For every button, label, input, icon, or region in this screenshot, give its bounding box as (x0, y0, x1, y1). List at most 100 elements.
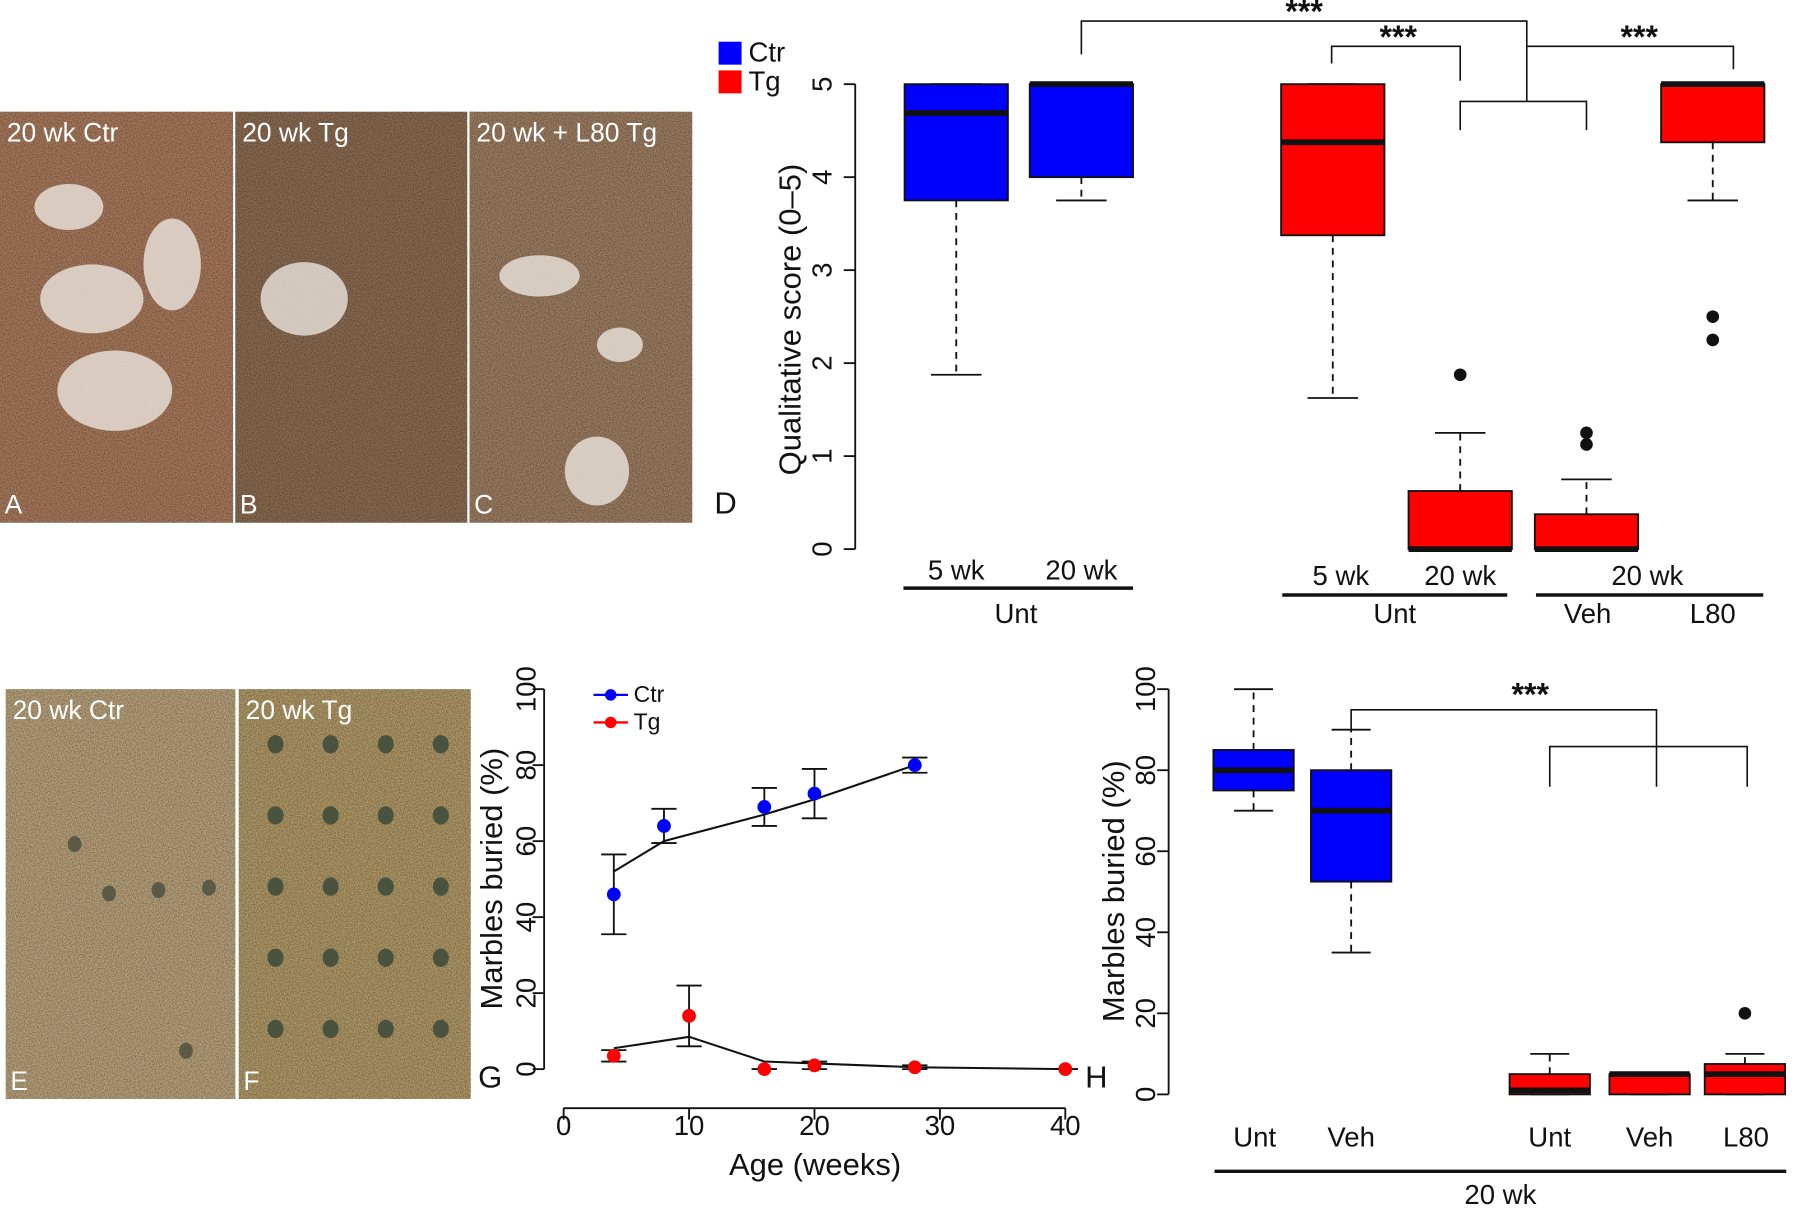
point (907, 758, 922, 773)
y-tick-label: 1 (807, 448, 838, 463)
y-tick-label: 80 (1130, 755, 1161, 786)
outlier (1580, 438, 1593, 451)
significance: *** (1621, 19, 1659, 55)
legend-label: Tg (748, 65, 780, 96)
x-axis-title: Age (weeks) (729, 1147, 901, 1182)
marble (377, 1019, 394, 1039)
photo-label: 20 wk Ctr (13, 695, 125, 725)
marble (179, 1042, 193, 1059)
legend-marker (604, 716, 617, 729)
marble (322, 806, 339, 825)
marble (102, 885, 116, 902)
y-tick-label: 2 (807, 355, 838, 370)
x-tick-label: 40 (1050, 1110, 1081, 1141)
significance-bracket (1080, 20, 1528, 102)
nest-material (564, 436, 630, 506)
marble (267, 1019, 284, 1039)
panel-letter: A (5, 490, 23, 520)
photo-label: 20 wk Ctr (7, 118, 119, 148)
legend-marker (604, 689, 617, 701)
marble (377, 806, 394, 825)
box-label: L80 (1723, 1121, 1769, 1152)
marble (377, 948, 394, 967)
marble (202, 879, 216, 896)
box-label: 20 wk (1424, 560, 1496, 591)
box (1660, 83, 1766, 144)
panel-letter: F (243, 1066, 259, 1096)
group-label: 20 wk (1464, 1179, 1536, 1210)
nest-material (596, 327, 643, 362)
y-tick-label: 0 (1130, 1087, 1161, 1102)
y-tick-label: 60 (510, 826, 541, 857)
nest-material (40, 264, 144, 334)
marble (322, 877, 339, 896)
marble (432, 948, 449, 967)
marble (267, 877, 284, 896)
legend-swatch (718, 41, 742, 65)
point (1058, 1062, 1073, 1077)
significance: *** (1285, 0, 1323, 30)
outlier (1738, 1007, 1752, 1020)
y-tick-label: 0 (510, 1061, 541, 1076)
photo: 20 wk + L80 Tg C (469, 111, 693, 523)
photo: 20 wk Ctr E (5, 689, 236, 1099)
marble (432, 877, 449, 896)
photo-label: 20 wk + L80 Tg (476, 118, 657, 148)
marble (322, 1019, 339, 1039)
y-tick-label: 100 (1130, 666, 1161, 712)
y-tick-label: 5 (807, 77, 838, 92)
point (657, 819, 671, 833)
box (1310, 769, 1393, 883)
point (807, 1058, 822, 1073)
photo: 20 wk Tg B (235, 111, 468, 523)
box (1608, 1073, 1691, 1096)
y-tick-label: 60 (1130, 836, 1161, 867)
y-tick-label: 40 (1130, 917, 1161, 948)
y-axis-title: Qualitative score (0–5) (772, 164, 807, 476)
significance-bracket (1459, 100, 1588, 131)
photo-grain (5, 689, 236, 1099)
nest-material (499, 255, 580, 297)
box-label: 5 wk (928, 554, 985, 585)
panel-letter: H (1085, 1060, 1107, 1095)
box (903, 83, 1009, 202)
photo: 20 wk Ctr A (0, 111, 234, 523)
box (1533, 513, 1640, 551)
y-tick-label: 4 (807, 169, 838, 184)
box-label: Veh (1626, 1121, 1674, 1152)
panel-letter: B (240, 490, 258, 520)
group-label: Veh (1564, 598, 1612, 629)
y-tick-label: 20 (510, 978, 541, 1009)
box-label: Unt (1528, 1121, 1571, 1152)
outlier (1453, 368, 1467, 382)
outlier (1580, 426, 1593, 440)
y-axis-title: Marbles buried (%) (1096, 760, 1131, 1022)
nest-material (57, 350, 173, 431)
panel-letter: G (478, 1060, 502, 1095)
marble (377, 877, 394, 896)
significance-bracket (1330, 45, 1462, 81)
panel-letter: C (474, 490, 493, 520)
marble (322, 735, 339, 754)
marble (432, 735, 449, 754)
marble (67, 836, 82, 853)
significance-bracket (1350, 709, 1658, 787)
marble (432, 1019, 449, 1039)
x-tick-label: 0 (556, 1110, 571, 1141)
y-tick-label: 80 (510, 750, 541, 781)
legend-label: Tg (634, 709, 661, 735)
x-tick-label: 20 (799, 1110, 830, 1141)
box (1407, 490, 1513, 551)
significance: *** (1511, 677, 1549, 713)
box (1028, 83, 1134, 179)
box-label: 5 wk (1312, 560, 1369, 591)
y-tick-label: 40 (510, 902, 541, 933)
group-label: L80 (1690, 598, 1736, 629)
y-tick-label: 3 (807, 262, 838, 277)
panel-letter: D (714, 486, 736, 521)
y-tick-label: 100 (510, 666, 541, 712)
photo: 20 wk Tg F (238, 689, 471, 1099)
significance: *** (1379, 19, 1417, 55)
outlier (1706, 333, 1720, 347)
